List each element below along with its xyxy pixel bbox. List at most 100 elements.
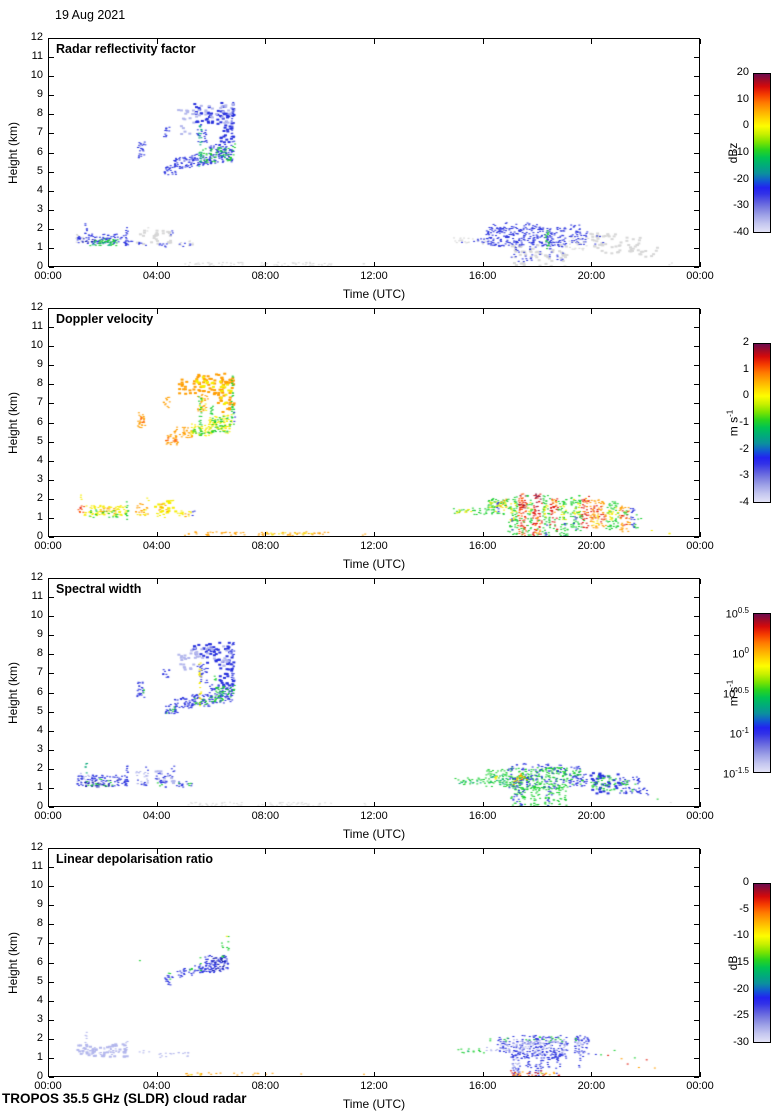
y-tick-label: 3 bbox=[36, 1012, 43, 1025]
y-axis-label: Height (km) bbox=[6, 121, 20, 184]
x-tick-label: 16:00 bbox=[468, 270, 497, 282]
y-tick-right bbox=[694, 1057, 699, 1059]
x-tick bbox=[156, 1072, 158, 1077]
colorbar-tick-label: -30 bbox=[733, 1036, 749, 1048]
y-tick bbox=[49, 498, 54, 500]
x-tick bbox=[265, 262, 267, 267]
y-tick-right bbox=[694, 152, 699, 154]
x-tick bbox=[591, 802, 593, 807]
y-tick-label: 12 bbox=[30, 31, 43, 43]
x-tick-top bbox=[156, 579, 158, 584]
colorbar-tick-label: 20 bbox=[736, 66, 749, 78]
y-tick bbox=[49, 981, 54, 983]
panel-title-spectral-width: Spectral width bbox=[56, 582, 142, 596]
x-tick-top bbox=[591, 39, 593, 44]
x-tick-top bbox=[482, 39, 484, 44]
y-tick-right bbox=[694, 848, 699, 849]
y-tick bbox=[49, 867, 54, 869]
x-tick bbox=[265, 532, 267, 537]
x-tick-label: 04:00 bbox=[142, 270, 171, 282]
x-axis-label: Time (UTC) bbox=[342, 557, 406, 571]
y-tick bbox=[49, 171, 54, 173]
x-tick bbox=[374, 532, 375, 537]
x-tick-label: 16:00 bbox=[468, 1080, 497, 1092]
y-tick bbox=[49, 768, 54, 770]
y-tick bbox=[49, 228, 54, 230]
y-tick-right bbox=[694, 578, 699, 579]
y-tick bbox=[49, 308, 54, 309]
y-tick bbox=[49, 517, 54, 519]
colorbar-tick-label: -40 bbox=[733, 226, 749, 238]
y-tick-right bbox=[694, 886, 699, 888]
y-tick bbox=[49, 1038, 54, 1040]
instrument-label: TROPOS 35.5 GHz (SLDR) cloud radar bbox=[2, 1091, 247, 1106]
y-tick bbox=[49, 460, 54, 462]
x-tick-label: 00:00 bbox=[34, 540, 62, 552]
y-tick-label: 10 bbox=[30, 609, 43, 622]
y-tick-label: 10 bbox=[30, 69, 43, 82]
y-axis-label: Height (km) bbox=[6, 661, 20, 724]
x-tick bbox=[591, 1072, 593, 1077]
x-tick-label: 12:00 bbox=[360, 1080, 388, 1092]
x-tick-top bbox=[374, 39, 375, 44]
y-tick bbox=[49, 654, 54, 656]
y-tick bbox=[49, 578, 54, 579]
x-tick-top bbox=[591, 579, 593, 584]
y-tick bbox=[49, 190, 54, 192]
y-tick-right bbox=[694, 654, 699, 656]
y-tick bbox=[49, 114, 54, 116]
y-tick-label: 8 bbox=[36, 917, 43, 930]
colorbar-tick-label: -20 bbox=[733, 172, 749, 185]
y-tick bbox=[49, 441, 54, 443]
x-tick-label: 00:00 bbox=[686, 1080, 714, 1092]
x-tick bbox=[265, 802, 267, 807]
x-tick-top bbox=[700, 849, 701, 854]
y-tick bbox=[49, 749, 54, 751]
x-tick bbox=[156, 262, 158, 267]
heatmap-canvas-0 bbox=[48, 38, 700, 267]
x-axis-label: Time (UTC) bbox=[342, 827, 406, 841]
y-tick bbox=[49, 597, 54, 599]
y-tick bbox=[49, 711, 54, 713]
colorbar-tick-label: -10 bbox=[733, 146, 749, 158]
x-tick bbox=[482, 1072, 484, 1077]
y-tick-label: 0 bbox=[36, 1070, 43, 1082]
y-tick-right bbox=[694, 924, 699, 926]
colorbar-tick-label: -2 bbox=[739, 442, 749, 455]
y-tick-right bbox=[694, 365, 699, 367]
y-tick-label: 2 bbox=[36, 491, 43, 504]
colorbar-tick-label: -4 bbox=[739, 496, 749, 508]
y-tick-label: 8 bbox=[36, 647, 43, 660]
y-tick-right bbox=[694, 616, 699, 618]
x-tick-top bbox=[591, 309, 593, 314]
colorbar-tick-label: 2 bbox=[742, 336, 749, 348]
y-tick bbox=[49, 327, 54, 329]
x-tick bbox=[265, 1072, 267, 1077]
y-tick-label: 3 bbox=[36, 472, 43, 485]
y-tick-label: 3 bbox=[36, 742, 43, 755]
y-tick-right bbox=[694, 479, 699, 481]
y-tick-label: 6 bbox=[36, 415, 43, 428]
y-tick-label: 12 bbox=[30, 841, 43, 853]
y-tick bbox=[49, 616, 54, 618]
colorbar-tick-label: -25 bbox=[733, 1009, 749, 1022]
x-tick-label: 16:00 bbox=[468, 540, 497, 552]
x-tick-top bbox=[482, 849, 484, 854]
x-tick bbox=[591, 262, 593, 267]
x-tick-top bbox=[156, 309, 158, 314]
x-tick-top bbox=[265, 309, 267, 314]
x-tick-label: 08:00 bbox=[251, 270, 280, 282]
y-tick-label: 6 bbox=[36, 685, 43, 698]
y-tick-label: 0 bbox=[36, 800, 43, 812]
y-tick-label: 7 bbox=[36, 666, 43, 679]
colorbar-tick-label: -10 bbox=[733, 929, 749, 942]
date-label: 19 Aug 2021 bbox=[55, 8, 126, 22]
x-tick-label: 04:00 bbox=[142, 810, 171, 822]
panel-title-velocity: Doppler velocity bbox=[56, 312, 154, 326]
y-tick-right bbox=[694, 346, 699, 348]
x-tick-label: 00:00 bbox=[686, 810, 714, 822]
y-tick bbox=[49, 346, 54, 348]
